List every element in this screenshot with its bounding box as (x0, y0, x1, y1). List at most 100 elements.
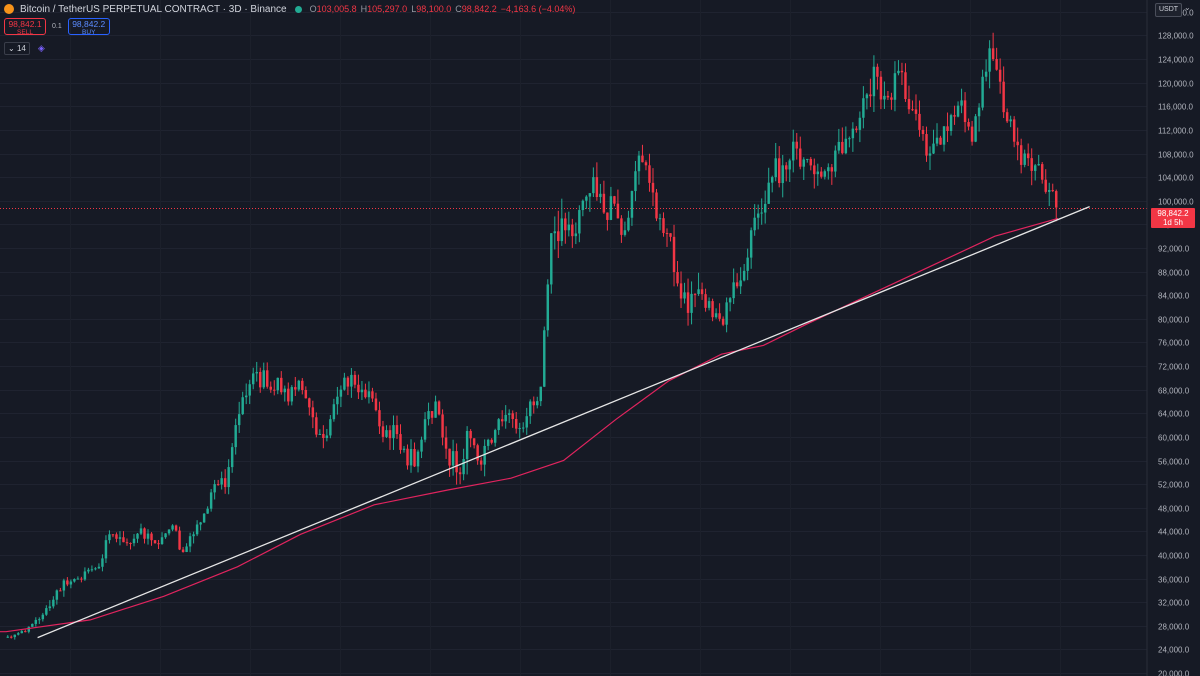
candle-body (301, 380, 304, 390)
down-candle (1026, 143, 1030, 167)
candle-body (234, 425, 237, 448)
candle-body (118, 537, 122, 539)
candle-body (851, 128, 855, 139)
candle-body (960, 100, 963, 106)
candle-body (781, 165, 784, 184)
down-candle (693, 293, 697, 308)
candle-body (886, 95, 890, 98)
candle-body (251, 373, 255, 385)
candle-body (623, 230, 627, 235)
down-candle (437, 400, 441, 416)
up-candle (623, 221, 627, 237)
down-candle (357, 374, 360, 400)
sell-button[interactable]: 98,842.1 SELL (4, 18, 46, 36)
symbol-title[interactable]: Bitcoin / TetherUS PERPETUAL CONTRACT · … (20, 3, 287, 15)
up-candle (1023, 149, 1026, 168)
up-candle (104, 535, 108, 563)
price-tick-label: 80,000.0 (1158, 316, 1190, 325)
up-candle (385, 425, 388, 439)
up-candle (171, 524, 174, 532)
price-tick-label: 84,000.0 (1158, 292, 1190, 301)
candle-body (283, 388, 287, 393)
candle-body (10, 636, 13, 638)
candle-body (998, 69, 1002, 82)
up-candle (423, 412, 427, 443)
price-tick-label: 32,000.0 (1158, 599, 1190, 608)
down-candle (830, 163, 834, 185)
up-candle (83, 567, 87, 581)
currency-button[interactable]: USDT (1155, 3, 1182, 17)
ohlc-change: −4,163.6 (−4.04%) (500, 4, 576, 14)
layers-icon[interactable]: ◈ (37, 43, 45, 53)
up-candle (360, 380, 364, 400)
up-candle (118, 531, 122, 546)
candle-body (658, 218, 662, 220)
up-candle (816, 163, 820, 186)
chevron-down-icon[interactable]: ⌄ (1184, 3, 1191, 12)
up-candle (788, 158, 791, 183)
buy-button[interactable]: 98,842.2 BUY (67, 18, 110, 36)
indicators-toggle-button[interactable]: ⌄ 14 (4, 42, 30, 55)
candle-body (479, 460, 483, 465)
candle-body (27, 626, 31, 632)
candle-body (73, 579, 76, 582)
candle-body (395, 425, 399, 435)
down-candle (125, 538, 129, 546)
up-candle (486, 438, 490, 451)
candle-body (662, 218, 665, 234)
down-candle (953, 105, 956, 125)
candle-body (371, 391, 374, 399)
candle-body (339, 389, 343, 397)
up-candle (770, 175, 774, 193)
price-axis[interactable]: 20,000.0 24,000.0 28,000.0 32,000.0 36,000.0… (1146, 0, 1194, 676)
up-candle (139, 523, 143, 536)
candle-body (525, 416, 528, 428)
candle-body (1016, 141, 1019, 146)
down-candle (469, 429, 472, 448)
candle-body (876, 66, 879, 77)
down-candle (700, 282, 704, 300)
candle-body (820, 171, 823, 177)
candle-body (195, 524, 199, 535)
down-candle (371, 387, 374, 402)
up-candle (13, 634, 16, 640)
price-tick-label: 20,000.0 (1158, 670, 1190, 676)
candle-body (855, 128, 858, 130)
down-candle (381, 420, 385, 443)
up-candle (367, 381, 371, 404)
down-candle (273, 380, 276, 396)
candle-body (427, 411, 430, 420)
candle-body (346, 377, 350, 387)
down-candle (388, 425, 392, 450)
candle-body (188, 536, 192, 547)
down-candle (855, 126, 858, 133)
up-candle (697, 272, 700, 296)
candle-body (444, 437, 448, 449)
up-candle (350, 368, 353, 398)
up-candle (928, 146, 932, 170)
candle-body (1005, 112, 1009, 122)
up-candle (62, 578, 66, 597)
trade-panel: 98,842.1 SELL 0.1 98,842.2 BUY (4, 18, 110, 36)
up-candle (329, 415, 332, 439)
down-candle (641, 144, 644, 163)
up-candle (52, 596, 55, 609)
candle-body (763, 203, 767, 213)
candle-body (785, 165, 788, 170)
candle-body (609, 196, 613, 220)
candle-body (557, 231, 560, 242)
candle-body (6, 636, 9, 638)
candle-body (199, 522, 202, 525)
up-candle (73, 578, 76, 583)
up-candle (136, 532, 139, 543)
up-candle (248, 379, 251, 405)
up-candle (504, 405, 507, 429)
up-candle (185, 543, 188, 553)
price-tick-label: 60,000.0 (1158, 434, 1190, 443)
candle-body (125, 542, 129, 544)
candle-body (69, 581, 73, 585)
trendline-drawing[interactable] (37, 205, 1090, 639)
up-candle (199, 521, 202, 531)
candle-body (813, 165, 816, 175)
